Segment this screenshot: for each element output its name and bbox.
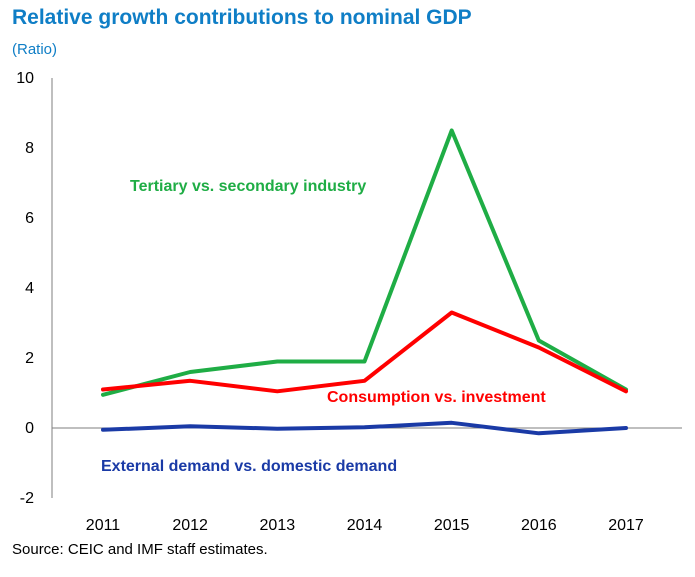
x-tick-label: 2017 xyxy=(608,517,644,534)
tick-labels: -2 0 2 4 6 8 10 2011 2012 2013 2014 2015 2016 2017 xyxy=(16,70,644,534)
y-tick-label: 0 xyxy=(25,420,34,437)
x-tick-label: 2011 xyxy=(86,517,121,534)
y-tick-label: 4 xyxy=(25,280,34,297)
x-tick-label: 2014 xyxy=(347,517,383,534)
chart-source-note: Source: CEIC and IMF staff estimates. xyxy=(12,541,268,558)
y-tick-label: 6 xyxy=(25,210,34,227)
chart-title: Relative growth contributions to nominal… xyxy=(12,6,472,29)
y-tick-label: 10 xyxy=(16,70,34,87)
axes xyxy=(51,78,682,498)
series-label-consumption: Consumption vs. investment xyxy=(327,389,546,406)
y-tick-label: 8 xyxy=(25,140,34,157)
y-tick-label: -2 xyxy=(20,490,34,507)
x-tick-label: 2013 xyxy=(260,517,296,534)
x-tick-label: 2016 xyxy=(521,517,557,534)
y-tick-label: 2 xyxy=(25,350,34,367)
series-lines xyxy=(101,128,628,436)
series-labels: Tertiary vs. secondary industry Consumpt… xyxy=(101,178,546,475)
series-line xyxy=(101,310,628,394)
y-axis-unit-label: (Ratio) xyxy=(12,41,58,58)
x-tick-label: 2012 xyxy=(172,517,208,534)
series-line xyxy=(101,128,628,397)
series-label-tertiary: Tertiary vs. secondary industry xyxy=(130,178,366,195)
series-label-external: External demand vs. domestic demand xyxy=(101,458,397,475)
x-tick-label: 2015 xyxy=(434,517,470,534)
series-line xyxy=(101,420,628,436)
